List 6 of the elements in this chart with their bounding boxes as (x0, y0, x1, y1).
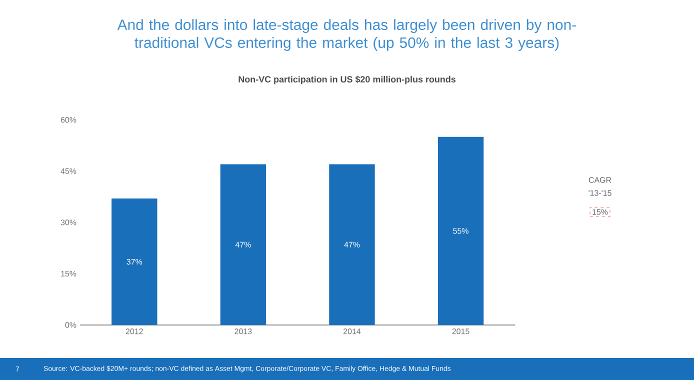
chart-subtitle: Non-VC participation in US $20 million-plus rounds (238, 76, 456, 84)
bar (220, 164, 266, 325)
bar (329, 164, 375, 325)
bar (112, 198, 158, 325)
bar (438, 136, 484, 325)
chart-title: And the dollars into late-stage deals has largely been driven by non-traditional VCs entering the market (up 50% in the last 3 years) (117, 19, 576, 51)
